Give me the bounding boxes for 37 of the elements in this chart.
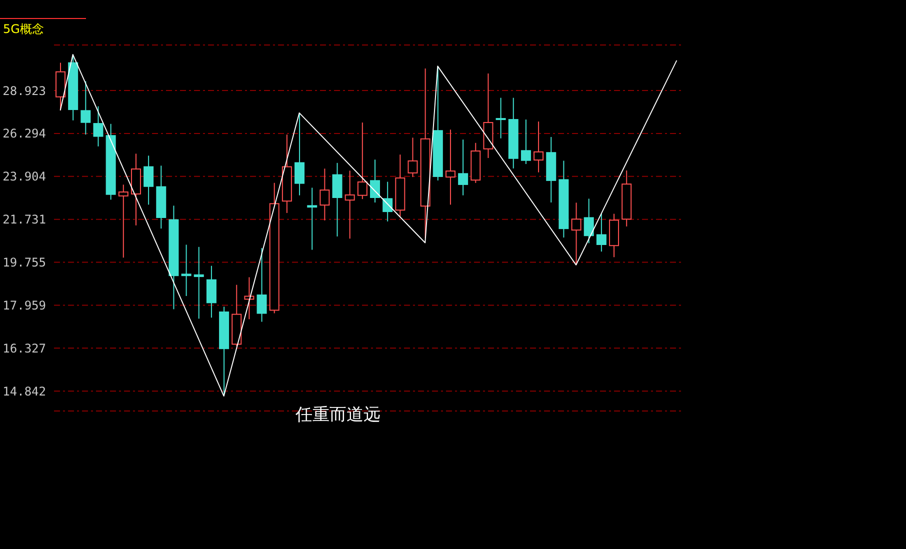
candlestick xyxy=(534,121,544,173)
candlestick xyxy=(458,139,468,196)
candlestick xyxy=(194,246,204,320)
candlestick xyxy=(571,202,582,266)
y-tick-label: 26.294 xyxy=(2,126,46,141)
y-tick-label: 19.755 xyxy=(2,256,46,270)
candlestick xyxy=(307,187,318,250)
candlestick xyxy=(256,248,267,322)
candlestick xyxy=(344,170,355,240)
candlestick xyxy=(408,137,418,178)
candlestick xyxy=(80,80,91,136)
y-tick-label: 17.959 xyxy=(2,298,46,312)
candlestick xyxy=(118,184,128,258)
y-tick-label: 28.923 xyxy=(2,84,46,98)
candlestick xyxy=(520,119,531,165)
line-series xyxy=(60,54,678,397)
candlestick xyxy=(496,97,506,139)
chart-title: 5G概念 xyxy=(3,21,44,38)
candlestick xyxy=(382,181,393,222)
y-tick-label: 16.327 xyxy=(2,341,46,356)
candlestick xyxy=(206,265,216,318)
candlestick xyxy=(294,112,305,196)
candlestick xyxy=(181,244,192,296)
candlestick xyxy=(320,168,330,221)
candlestick xyxy=(357,122,368,200)
candlestick xyxy=(144,155,154,206)
candlestick xyxy=(93,106,104,147)
candlestick xyxy=(445,129,456,206)
y-tick-label: 23.904 xyxy=(2,170,46,184)
annotation: 任重而道远 xyxy=(294,405,380,425)
y-tick-label: 21.731 xyxy=(2,212,46,227)
y-tick-label: 14.842 xyxy=(2,384,46,398)
candlestick xyxy=(584,198,594,244)
candlestick xyxy=(596,213,606,252)
candlestick xyxy=(244,276,254,320)
candlestick xyxy=(332,162,342,237)
candlestick xyxy=(370,159,380,203)
